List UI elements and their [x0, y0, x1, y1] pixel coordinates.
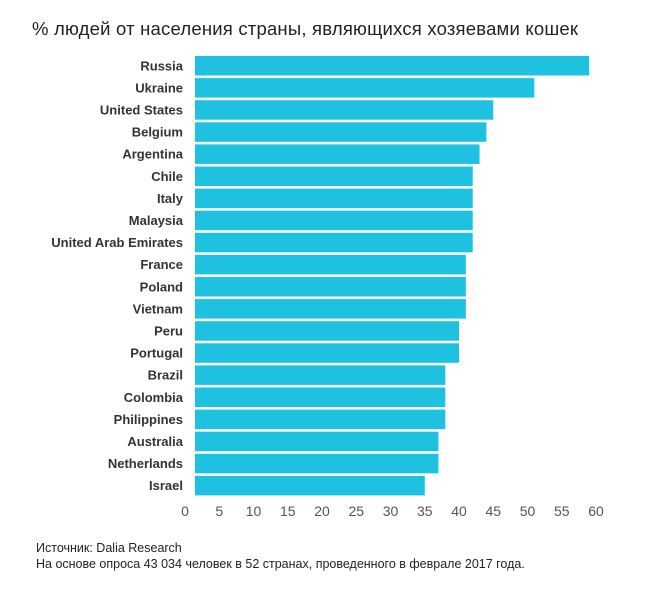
chart-title: % людей от населения страны, являющихся … [32, 18, 579, 39]
x-tick-label: 5 [215, 503, 223, 519]
category-label: Italy [157, 191, 184, 206]
x-tick-label: 25 [348, 503, 364, 519]
bar-united-arab-emirates [195, 232, 473, 253]
bar-france [195, 254, 466, 275]
x-tick-label: 60 [588, 503, 604, 519]
category-label: Israel [149, 478, 183, 493]
bar-philippines [195, 409, 446, 430]
bar-vietnam [195, 299, 466, 319]
category-label: Netherlands [108, 456, 183, 471]
category-label: Chile [151, 169, 183, 184]
bar-ukraine [195, 78, 535, 98]
category-labels: Russia Ukraine United States Belgium Argenti… [51, 58, 184, 493]
bar-australia [195, 431, 439, 452]
source-line: Источник: Dalia Research [36, 541, 182, 555]
x-tick-label: 20 [314, 503, 330, 519]
bar-colombia [195, 387, 446, 407]
bar-russia [195, 56, 590, 76]
bar-belgium [195, 122, 487, 142]
category-label: United Arab Emirates [51, 235, 183, 250]
category-label: Peru [154, 323, 183, 338]
category-label: Belgium [132, 125, 183, 140]
x-tick-label: 10 [246, 503, 262, 519]
category-label: Philippines [114, 412, 183, 427]
bar-netherlands [195, 453, 439, 474]
x-tick-label: 45 [485, 503, 501, 519]
x-tick-label: 30 [383, 503, 399, 519]
category-label: Vietnam [133, 301, 183, 316]
source-note: Источник: Dalia Research На основе опрос… [36, 540, 525, 572]
category-label: Malaysia [129, 213, 184, 228]
bars-group [195, 56, 590, 496]
category-label: Russia [140, 58, 183, 73]
bar-portugal [195, 343, 459, 363]
x-axis-ticks: 0 5 10 15 20 25 30 35 40 45 50 55 60 [181, 503, 604, 519]
bar-israel [195, 475, 425, 496]
category-label: Argentina [122, 147, 183, 162]
bar-chart: Russia Ukraine United States Belgium Argenti… [51, 56, 604, 519]
x-tick-label: 50 [520, 503, 536, 519]
category-label: Portugal [130, 346, 183, 361]
bar-peru [195, 321, 459, 341]
bar-italy [195, 188, 473, 209]
x-tick-label: 40 [451, 503, 467, 519]
bar-united-states [195, 100, 494, 120]
category-label: Poland [140, 279, 183, 294]
category-label: United States [100, 102, 183, 117]
survey-note-line: На основе опроса 43 034 человек в 52 стр… [36, 557, 525, 571]
category-label: France [140, 257, 183, 272]
category-label: Australia [127, 434, 183, 449]
bar-malaysia [195, 210, 473, 231]
category-label: Brazil [148, 368, 183, 383]
category-label: Colombia [124, 390, 184, 405]
x-tick-label: 0 [181, 503, 189, 519]
category-label: Ukraine [135, 80, 183, 95]
bar-argentina [195, 144, 480, 164]
x-tick-label: 55 [554, 503, 570, 519]
bar-poland [195, 277, 466, 297]
bar-brazil [195, 365, 446, 385]
x-tick-label: 35 [417, 503, 433, 519]
bar-chile [195, 166, 473, 186]
x-tick-label: 15 [280, 503, 296, 519]
